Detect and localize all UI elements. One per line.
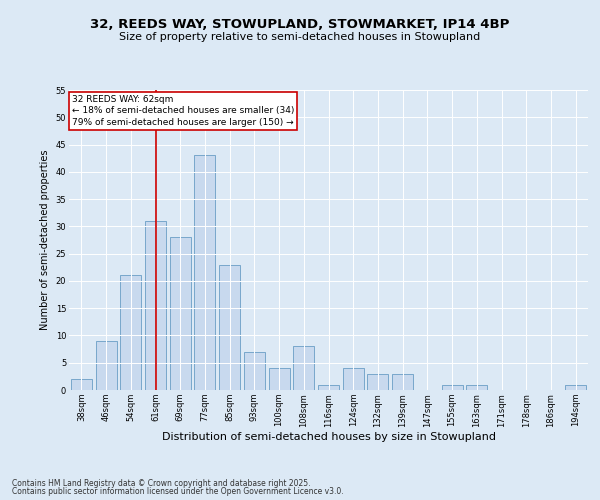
Bar bbox=[565, 384, 586, 390]
Bar bbox=[392, 374, 413, 390]
Bar bbox=[170, 238, 191, 390]
Bar bbox=[219, 264, 240, 390]
Bar bbox=[318, 384, 339, 390]
Bar bbox=[145, 221, 166, 390]
Bar bbox=[343, 368, 364, 390]
Bar bbox=[244, 352, 265, 390]
Bar bbox=[367, 374, 388, 390]
Bar bbox=[442, 384, 463, 390]
Text: Contains HM Land Registry data © Crown copyright and database right 2025.: Contains HM Land Registry data © Crown c… bbox=[12, 478, 311, 488]
Y-axis label: Number of semi-detached properties: Number of semi-detached properties bbox=[40, 150, 50, 330]
Bar bbox=[269, 368, 290, 390]
Bar bbox=[466, 384, 487, 390]
Bar bbox=[293, 346, 314, 390]
Bar bbox=[71, 379, 92, 390]
Bar bbox=[194, 156, 215, 390]
Bar bbox=[120, 276, 141, 390]
Text: 32, REEDS WAY, STOWUPLAND, STOWMARKET, IP14 4BP: 32, REEDS WAY, STOWUPLAND, STOWMARKET, I… bbox=[91, 18, 509, 30]
Bar bbox=[95, 341, 116, 390]
Text: 32 REEDS WAY: 62sqm
← 18% of semi-detached houses are smaller (34)
79% of semi-d: 32 REEDS WAY: 62sqm ← 18% of semi-detach… bbox=[71, 94, 294, 127]
Text: Size of property relative to semi-detached houses in Stowupland: Size of property relative to semi-detach… bbox=[119, 32, 481, 42]
X-axis label: Distribution of semi-detached houses by size in Stowupland: Distribution of semi-detached houses by … bbox=[161, 432, 496, 442]
Text: Contains public sector information licensed under the Open Government Licence v3: Contains public sector information licen… bbox=[12, 487, 344, 496]
